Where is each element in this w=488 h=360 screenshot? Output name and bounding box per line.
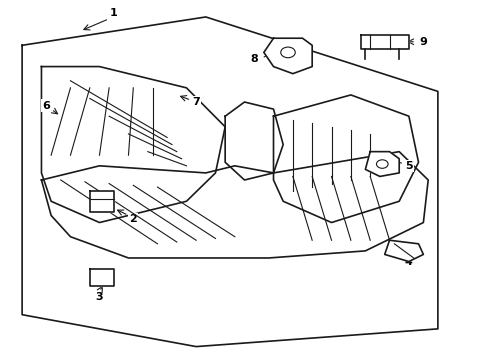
Polygon shape: [90, 269, 114, 286]
Text: 4: 4: [404, 257, 412, 266]
Text: 7: 7: [192, 97, 200, 107]
Polygon shape: [41, 67, 224, 222]
Polygon shape: [264, 38, 311, 74]
Text: 1: 1: [110, 8, 118, 18]
Polygon shape: [365, 152, 398, 176]
Text: 3: 3: [96, 292, 103, 302]
Text: 6: 6: [42, 100, 50, 111]
Polygon shape: [360, 35, 408, 49]
Text: 9: 9: [419, 37, 427, 47]
Polygon shape: [41, 152, 427, 258]
Polygon shape: [90, 191, 114, 212]
Polygon shape: [384, 240, 423, 261]
Circle shape: [280, 47, 295, 58]
Text: 2: 2: [129, 214, 137, 224]
Polygon shape: [224, 102, 283, 180]
Polygon shape: [273, 95, 418, 222]
Text: 8: 8: [250, 54, 258, 64]
Text: 5: 5: [404, 161, 412, 171]
Circle shape: [376, 160, 387, 168]
